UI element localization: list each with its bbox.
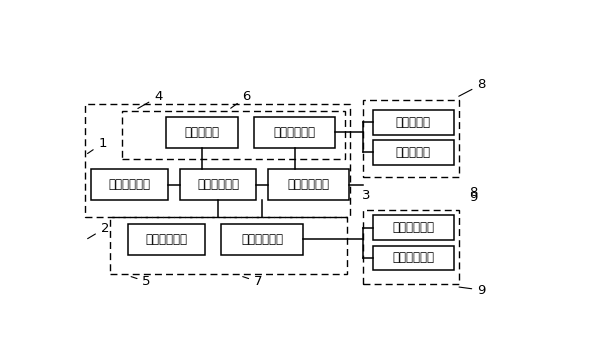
Text: 音频功放电路: 音频功放电路 [274, 126, 316, 139]
Text: 信号发生器: 信号发生器 [184, 126, 219, 139]
Text: 9: 9 [459, 283, 485, 297]
Text: 脉冲升压电路: 脉冲升压电路 [241, 233, 283, 246]
Text: 信号输入设备: 信号输入设备 [146, 233, 188, 246]
Text: 8: 8 [469, 185, 478, 199]
Text: 声波治疗头: 声波治疗头 [396, 116, 431, 129]
Text: 4: 4 [138, 90, 163, 109]
Bar [373, 215, 454, 240]
Bar [85, 104, 350, 217]
Text: 声波治疗头: 声波治疗头 [396, 146, 431, 159]
Text: 微电脑处理器: 微电脑处理器 [197, 178, 239, 191]
Bar [221, 224, 303, 255]
Bar [254, 117, 335, 148]
Text: 电源转换设备: 电源转换设备 [109, 178, 151, 191]
Bar [179, 169, 256, 200]
Bar [373, 110, 454, 135]
Text: 9: 9 [469, 191, 478, 204]
Bar [110, 217, 347, 274]
Bar [373, 246, 454, 270]
Bar [128, 224, 205, 255]
Text: 控制显示设备: 控制显示设备 [287, 178, 329, 191]
Text: 8: 8 [459, 78, 485, 96]
Text: 1: 1 [88, 137, 107, 153]
Bar [121, 111, 344, 159]
Text: 2: 2 [88, 222, 109, 239]
Text: 7: 7 [243, 275, 263, 288]
Text: 6: 6 [231, 90, 251, 108]
Bar [91, 169, 168, 200]
Bar [268, 169, 349, 200]
Text: 生物电极贴片: 生物电极贴片 [392, 221, 434, 234]
Bar [364, 210, 458, 284]
Text: 3: 3 [362, 189, 371, 201]
Bar [373, 140, 454, 165]
Bar [364, 100, 458, 177]
Text: 5: 5 [131, 275, 151, 288]
Bar [166, 117, 238, 148]
Text: 生物电极贴片: 生物电极贴片 [392, 251, 434, 265]
